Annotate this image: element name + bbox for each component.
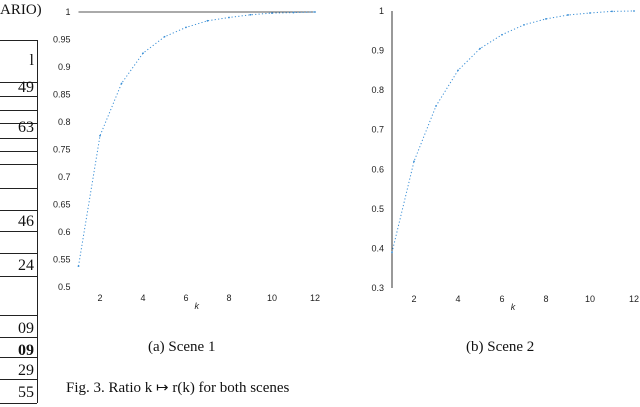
table-rule bbox=[0, 337, 37, 338]
x-tick-label: 2 bbox=[411, 294, 416, 304]
y-tick-label: 0.5 bbox=[371, 204, 384, 214]
table-cell: 29 bbox=[18, 362, 34, 379]
data-point bbox=[479, 47, 481, 50]
data-point bbox=[391, 251, 393, 254]
table-rule bbox=[0, 164, 37, 165]
table-rule bbox=[0, 138, 37, 139]
y-tick-label: 0.75 bbox=[53, 145, 71, 155]
table-rule bbox=[0, 40, 37, 41]
y-tick-label: 0.6 bbox=[371, 164, 384, 174]
table-cell: 63 bbox=[18, 119, 34, 136]
x-tick-label: 10 bbox=[267, 293, 277, 303]
table-rule bbox=[0, 151, 37, 152]
table-cell: 55 bbox=[18, 384, 34, 401]
table-rule bbox=[0, 253, 37, 254]
table-caption-fragment: ARIO) bbox=[0, 2, 42, 18]
table-rule bbox=[0, 210, 37, 211]
y-tick-label: 1 bbox=[65, 7, 70, 17]
x-tick-label: 6 bbox=[183, 293, 188, 303]
data-point bbox=[314, 11, 316, 13]
table-cell: 46 bbox=[18, 213, 34, 230]
x-tick-label: 10 bbox=[585, 294, 595, 304]
data-point bbox=[523, 23, 525, 26]
table-rule bbox=[0, 379, 37, 380]
table-cell: 49 bbox=[18, 79, 34, 96]
y-tick-label: 0.95 bbox=[53, 35, 71, 45]
y-tick-label: 0.9 bbox=[371, 46, 384, 56]
figure-caption: Fig. 3. Ratio k ↦ r(k) for both scenes bbox=[66, 380, 290, 396]
data-point bbox=[120, 82, 123, 85]
table-rule bbox=[0, 188, 37, 189]
data-point bbox=[142, 52, 144, 55]
table-cell: 09 bbox=[18, 320, 34, 337]
chart-scene-2: 0.30.40.50.60.70.80.912 4 6 8 10 12k bbox=[371, 6, 639, 312]
x-axis-label: k bbox=[195, 301, 200, 311]
table-rule bbox=[0, 123, 37, 124]
x-tick-label: 8 bbox=[543, 294, 548, 304]
table-rule bbox=[0, 357, 37, 358]
table-rule bbox=[0, 82, 37, 83]
data-point bbox=[589, 12, 591, 14]
table-rule bbox=[0, 96, 37, 97]
x-tick-label: 8 bbox=[226, 293, 231, 303]
y-tick-label: 0.55 bbox=[53, 255, 71, 265]
data-point bbox=[271, 12, 273, 15]
y-tick-label: 1 bbox=[379, 6, 384, 16]
y-tick-label: 0.3 bbox=[371, 283, 384, 293]
y-tick-label: 0.85 bbox=[53, 90, 71, 100]
data-point bbox=[185, 26, 187, 29]
data-point bbox=[292, 11, 295, 14]
data-point bbox=[611, 10, 613, 13]
x-tick-label: 12 bbox=[629, 294, 639, 304]
y-tick-label: 0.8 bbox=[58, 117, 71, 127]
x-tick-label: 12 bbox=[310, 293, 320, 303]
series-line bbox=[78, 11, 316, 267]
data-point bbox=[545, 18, 547, 20]
data-point bbox=[77, 265, 80, 267]
y-tick-label: 0.65 bbox=[53, 200, 71, 210]
y-tick-label: 0.8 bbox=[371, 85, 384, 95]
table-cell: 24 bbox=[18, 257, 34, 274]
table-rule bbox=[0, 276, 37, 277]
data-point bbox=[435, 105, 437, 107]
subcaption-scene-2: (b) Scene 2 bbox=[466, 339, 535, 355]
data-point bbox=[228, 16, 230, 19]
x-axis-label: k bbox=[511, 302, 516, 312]
data-point bbox=[249, 13, 252, 16]
x-tick-label: 4 bbox=[140, 293, 145, 303]
results-table-fragment: l 49 63 46 24 09 09 29 55 bbox=[0, 40, 38, 404]
y-tick-label: 0.7 bbox=[371, 125, 384, 135]
subcaption-scene-1: (a) Scene 1 bbox=[148, 339, 216, 355]
series-line bbox=[391, 10, 635, 253]
table-cell: l bbox=[29, 52, 34, 69]
data-point bbox=[457, 69, 459, 72]
data-point bbox=[633, 10, 635, 12]
x-tick-label: 6 bbox=[499, 294, 504, 304]
data-point bbox=[413, 160, 415, 163]
y-tick-label: 0.9 bbox=[58, 62, 71, 72]
y-tick-label: 0.5 bbox=[58, 282, 71, 292]
x-tick-label: 2 bbox=[97, 293, 102, 303]
data-point bbox=[567, 14, 569, 16]
data-point bbox=[501, 33, 503, 36]
y-tick-label: 0.6 bbox=[58, 227, 71, 237]
data-point bbox=[206, 19, 209, 22]
data-point bbox=[99, 134, 101, 137]
table-rule bbox=[0, 315, 37, 316]
x-tick-label: 4 bbox=[455, 294, 460, 304]
table-cell: 09 bbox=[18, 342, 34, 359]
table-rule bbox=[0, 403, 37, 404]
table-rule bbox=[0, 110, 37, 111]
y-tick-label: 0.7 bbox=[58, 172, 71, 182]
y-tick-label: 0.4 bbox=[371, 243, 384, 253]
data-point bbox=[163, 35, 166, 38]
table-rule bbox=[0, 231, 37, 232]
